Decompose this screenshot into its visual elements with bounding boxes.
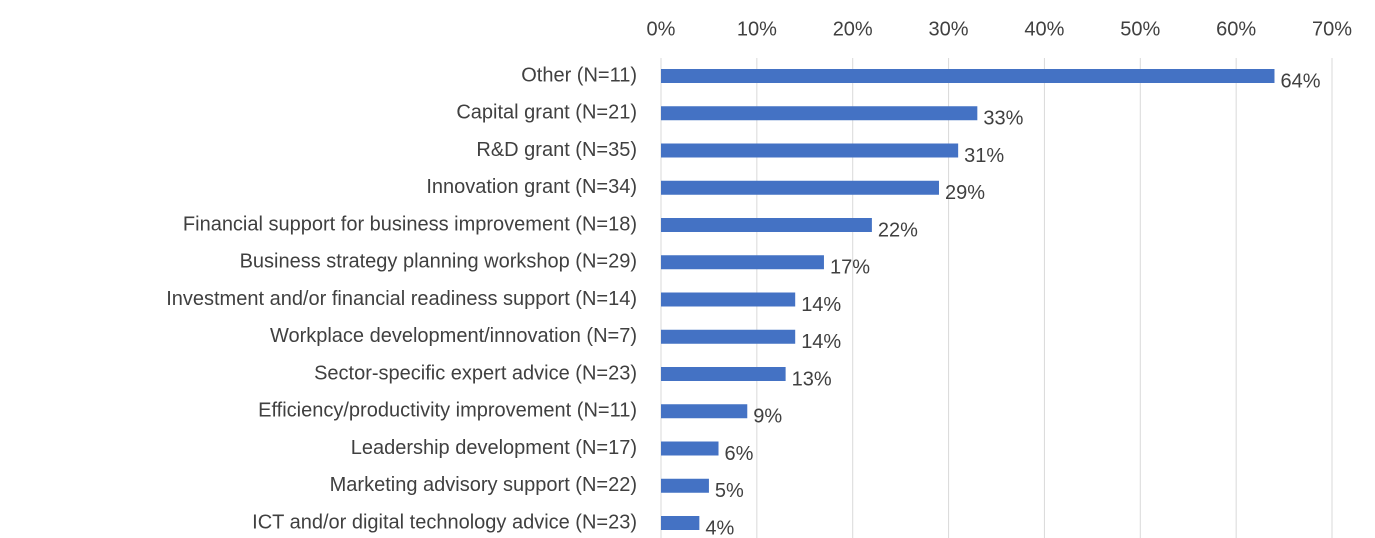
x-tick-label: 60% <box>1216 18 1256 40</box>
data-label: 14% <box>801 294 841 316</box>
bar <box>661 255 824 270</box>
y-tick-label: ICT and/or digital technology advice (N=… <box>252 511 637 533</box>
bar <box>661 367 786 381</box>
y-tick-label: Sector-specific expert advice (N=23) <box>314 362 637 384</box>
data-label: 6% <box>725 443 754 465</box>
bar <box>661 143 959 158</box>
x-tick-label: 0% <box>647 18 676 40</box>
data-label: 31% <box>964 145 1004 167</box>
data-label: 13% <box>792 368 832 390</box>
y-tick-label: Business strategy planning workshop (N=2… <box>240 251 637 273</box>
y-tick-label: Innovation grant (N=34) <box>426 176 637 198</box>
bar <box>661 516 700 530</box>
bar <box>661 441 719 456</box>
bar <box>661 404 748 419</box>
y-tick-label: Investment and/or financial readiness su… <box>166 288 637 310</box>
x-tick-label: 30% <box>929 18 969 40</box>
x-tick-label: 70% <box>1312 18 1352 40</box>
bar <box>661 180 939 195</box>
y-tick-label: Marketing advisory support (N=22) <box>330 474 637 496</box>
x-tick-label: 10% <box>737 18 777 40</box>
bar <box>661 69 1275 83</box>
bar <box>661 478 709 493</box>
data-label: 22% <box>878 219 918 241</box>
data-label: 29% <box>945 182 985 204</box>
bar <box>661 218 872 232</box>
y-tick-label: Workplace development/innovation (N=7) <box>270 325 637 347</box>
data-label: 64% <box>1280 70 1320 92</box>
x-tick-label: 50% <box>1120 18 1160 40</box>
data-label: 9% <box>753 406 782 428</box>
y-tick-label: Efficiency/productivity improvement (N=1… <box>258 400 637 422</box>
y-tick-label: R&D grant (N=35) <box>476 139 637 161</box>
y-tick-label: Other (N=11) <box>521 64 637 86</box>
y-tick-label: Financial support for business improveme… <box>183 213 637 235</box>
y-tick-label: Leadership development (N=17) <box>351 437 637 459</box>
x-tick-label: 40% <box>1024 18 1064 40</box>
bar <box>661 106 978 121</box>
x-tick-label: 20% <box>833 18 873 40</box>
y-tick-label: Capital grant (N=21) <box>456 102 637 124</box>
bar <box>661 292 796 307</box>
data-label: 14% <box>801 331 841 353</box>
bar <box>661 329 796 344</box>
data-label: 17% <box>830 257 870 279</box>
data-label: 5% <box>715 480 744 502</box>
data-label: 33% <box>983 108 1023 130</box>
data-label: 4% <box>705 517 734 538</box>
